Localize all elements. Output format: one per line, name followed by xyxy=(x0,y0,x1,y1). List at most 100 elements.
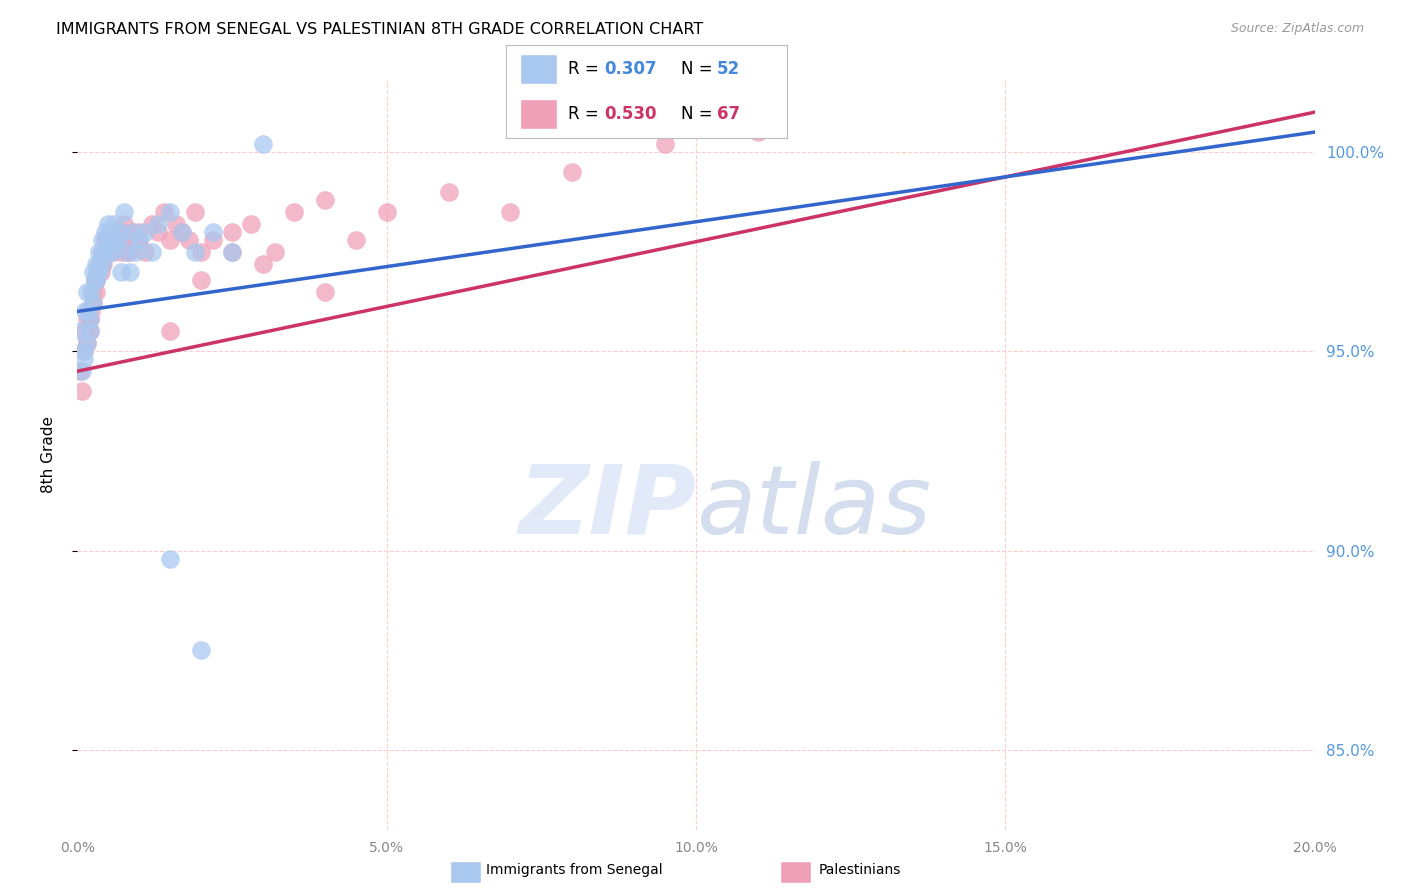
Point xyxy=(103,233,125,247)
Point xyxy=(125,244,148,259)
Text: N =: N = xyxy=(681,60,717,78)
Point xyxy=(86,264,108,278)
Point xyxy=(82,296,104,310)
Point xyxy=(83,272,105,286)
Point xyxy=(97,244,120,259)
Point xyxy=(100,244,122,259)
Point xyxy=(654,136,676,151)
Point xyxy=(128,225,150,239)
Point xyxy=(141,244,163,259)
Point xyxy=(91,244,114,259)
Point xyxy=(103,244,125,259)
Point xyxy=(72,384,94,399)
Text: N =: N = xyxy=(681,105,717,123)
Point xyxy=(94,225,117,239)
Point xyxy=(79,324,101,338)
Point xyxy=(76,336,98,351)
Point xyxy=(112,204,135,219)
Point xyxy=(82,285,104,299)
Text: Palestinians: Palestinians xyxy=(818,863,901,877)
Point xyxy=(83,272,105,286)
Point xyxy=(221,244,243,259)
Point xyxy=(79,324,101,338)
Point xyxy=(146,225,169,239)
Point xyxy=(97,233,120,247)
Point xyxy=(110,244,132,259)
Text: 67: 67 xyxy=(717,105,740,123)
Text: R =: R = xyxy=(568,105,605,123)
Point xyxy=(90,264,112,278)
Point xyxy=(107,233,129,247)
Point xyxy=(76,285,98,299)
Point xyxy=(91,233,114,247)
Point xyxy=(437,185,460,199)
Point xyxy=(190,643,212,657)
Point xyxy=(110,225,132,239)
Point xyxy=(87,244,110,259)
Point xyxy=(77,304,100,318)
Point xyxy=(97,244,120,259)
Point xyxy=(91,257,114,271)
Point xyxy=(80,304,103,318)
Point xyxy=(118,264,141,278)
Point xyxy=(91,244,114,259)
Bar xyxy=(520,99,557,129)
Point xyxy=(72,352,94,367)
Point xyxy=(103,233,125,247)
Point xyxy=(80,285,103,299)
Point xyxy=(239,217,262,231)
Text: 52: 52 xyxy=(717,60,740,78)
Point xyxy=(252,257,274,271)
Point xyxy=(107,233,129,247)
Point xyxy=(76,312,98,326)
Point xyxy=(499,204,522,219)
Point xyxy=(76,336,98,351)
Point xyxy=(72,344,94,359)
Point xyxy=(128,233,150,247)
Point xyxy=(561,165,583,179)
Point xyxy=(82,296,104,310)
Point xyxy=(86,264,108,278)
Point xyxy=(125,233,148,247)
Point xyxy=(77,304,100,318)
Point xyxy=(84,285,107,299)
Point xyxy=(91,257,114,271)
Point xyxy=(202,225,225,239)
Point xyxy=(115,233,138,247)
Point xyxy=(112,217,135,231)
Point xyxy=(79,312,101,326)
Point xyxy=(97,217,120,231)
Point xyxy=(73,304,96,318)
Point xyxy=(103,225,125,239)
Point xyxy=(73,324,96,338)
Point xyxy=(84,272,107,286)
Text: Source: ZipAtlas.com: Source: ZipAtlas.com xyxy=(1230,22,1364,36)
Point xyxy=(172,225,194,239)
Point xyxy=(69,364,91,378)
Point xyxy=(141,217,163,231)
Point xyxy=(98,241,121,255)
Point xyxy=(91,257,114,271)
Point xyxy=(87,264,110,278)
Point xyxy=(128,233,150,247)
Point xyxy=(84,272,107,286)
Point xyxy=(190,272,212,286)
Point xyxy=(159,551,181,566)
Point xyxy=(165,217,187,231)
Point xyxy=(69,324,91,338)
Point xyxy=(344,233,367,247)
Point xyxy=(153,204,176,219)
Point xyxy=(314,285,336,299)
Point xyxy=(122,225,145,239)
Point xyxy=(283,204,305,219)
Point xyxy=(314,193,336,207)
Point xyxy=(264,244,287,259)
Text: R =: R = xyxy=(568,60,605,78)
Text: Immigrants from Senegal: Immigrants from Senegal xyxy=(486,863,664,877)
Point xyxy=(747,125,769,139)
Point xyxy=(146,217,169,231)
Point xyxy=(72,364,94,378)
Point xyxy=(134,225,156,239)
Point xyxy=(90,252,112,267)
Point xyxy=(177,233,200,247)
